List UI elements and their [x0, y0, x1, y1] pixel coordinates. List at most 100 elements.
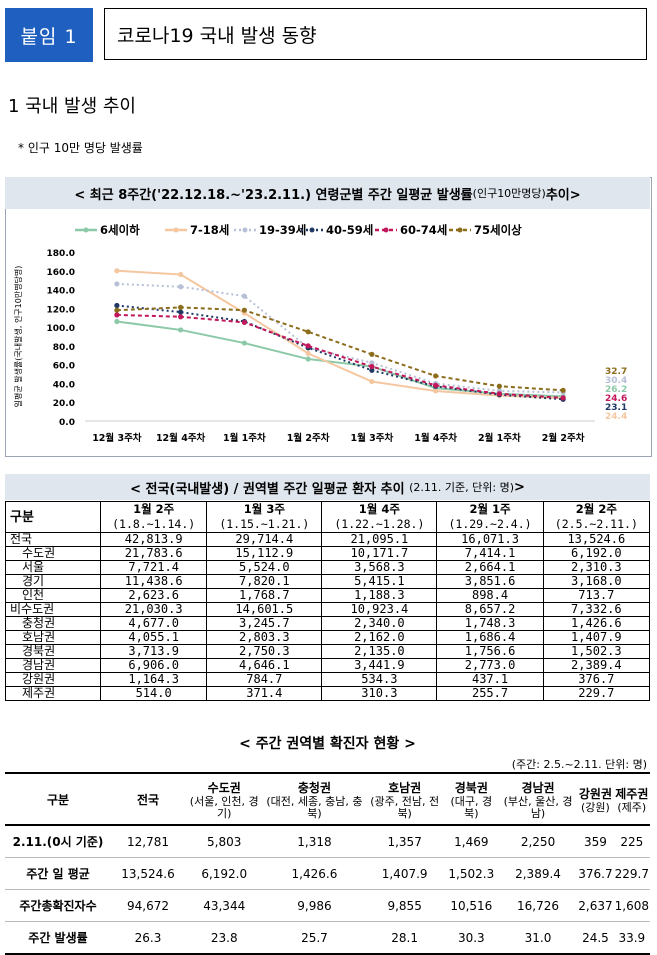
table2-unit: (주간: 2.5.~2.11. 단위: 명) [511, 758, 647, 771]
cell-value: 371.4 [206, 686, 323, 701]
cell-value: 1,748.3 [436, 616, 544, 631]
cell-value: 534.3 [321, 672, 438, 687]
cell-value: 10,516 [443, 889, 499, 922]
legend-marker [242, 227, 248, 233]
table1-title: < 전국(국내발생) / 권역별 주간 일평균 환자 추이 (2.11. 기준,… [5, 474, 650, 500]
week-label: 1월 2주 [133, 502, 175, 516]
data-point [369, 363, 375, 370]
cell-value: 3,168.0 [542, 574, 651, 589]
cell-value: 21,030.3 [99, 602, 208, 617]
table2-title: < 주간 권역별 확진자 현황 > [239, 736, 416, 752]
x-tick-label: 2월 2주차 [542, 432, 585, 444]
legend-label: 40-59세 [326, 223, 373, 237]
row-label: 주간 발생률 [5, 921, 111, 955]
cell-value: 9,855 [365, 889, 444, 922]
week-range: (1.29.~2.4.) [448, 517, 532, 531]
chart-title-main: < 최근 8주간('22.12.18.~'23.2.11.) 연령군별 주간 일… [74, 187, 473, 203]
col-sub: (서울, 인천, 경기) [189, 794, 259, 820]
x-tick-label: 1월 4주차 [414, 432, 457, 444]
cell-value: 898.4 [436, 588, 544, 603]
data-point [433, 382, 439, 388]
cell-value: 16,071.3 [436, 532, 544, 547]
table-row: 2.11.(0시 기준) 12,781 5,803 1,318 1,357 1,469 2,… [5, 824, 650, 858]
row-label: 전국 [5, 532, 101, 547]
data-point [114, 312, 120, 318]
cell-value: 229.7 [613, 857, 650, 890]
table2-col-5: 경남권 (부산, 울산, 경남) [498, 772, 578, 825]
data-point [305, 350, 311, 356]
data-point [178, 304, 184, 310]
data-point [241, 307, 247, 313]
cell-value: 2,664.1 [436, 560, 544, 575]
data-point [496, 383, 502, 389]
cell-value: 94,672 [111, 889, 185, 922]
table-row: 경기 11,438.6 7,820.1 5,415.1 3,851.6 3,168.0 [5, 574, 651, 589]
cell-value: 23.8 [185, 921, 264, 955]
row-label: 경남권 [5, 658, 101, 673]
cell-value: 1,407.9 [365, 857, 444, 890]
cell-value: 1,164.3 [99, 672, 208, 687]
x-tick-label: 12월 3주차 [92, 432, 142, 444]
week-range: (2.5.~2.11.) [554, 517, 638, 531]
col-sub: (부산, 울산, 경남) [503, 794, 573, 820]
table-row: 인천 2,623.6 1,768.7 1,188.3 898.4 713.7 [5, 588, 651, 603]
legend-label: 19-39세 [259, 223, 306, 237]
end-value-label: 30.4 [605, 376, 627, 386]
table2-col-7: 제주권 (제주) [613, 772, 650, 825]
cell-value: 4,055.1 [99, 630, 208, 645]
cell-value: 42,813.9 [99, 532, 208, 547]
cell-value: 1,686.4 [436, 630, 544, 645]
cell-value: 16,726 [498, 889, 578, 922]
week-label: 1월 4주 [358, 502, 400, 516]
cell-value: 33.9 [613, 921, 650, 955]
cell-value: 6,192.0 [542, 546, 651, 561]
table-row: 주간 일 평균 13,524.6 6,192.0 1,426.6 1,407.9 1,50… [5, 857, 650, 890]
table1-header-row: 구분 1월 2주 (1.8.~1.14.) 1월 3주 (1.15.~1.21.) … [5, 501, 651, 533]
data-point [241, 293, 247, 299]
chart-title-unit: (인구10만명당) [472, 187, 546, 200]
cell-value: 2,389.4 [542, 658, 651, 673]
cell-value: 5,524.0 [206, 560, 323, 575]
cell-value: 2,750.3 [206, 644, 323, 659]
cell-value: 15,112.9 [206, 546, 323, 561]
cell-value: 3,568.3 [321, 560, 438, 575]
table1-col-2: 1월 4주 (1.22.~1.28.) [321, 501, 438, 533]
table-row: 경남권 6,906.0 4,646.1 3,441.9 2,773.0 2,389.4 [5, 658, 651, 673]
table-row: 충청권 4,677.0 3,245.7 2,340.0 1,748.3 1,426.6 [5, 616, 651, 631]
col-sub: (대전, 세종, 충남, 충북) [266, 794, 363, 820]
cell-value: 9,986 [263, 889, 366, 922]
cell-value: 784.7 [206, 672, 323, 687]
table1-col-1: 1월 3주 (1.15.~1.21.) [206, 501, 323, 533]
cell-value: 1,426.6 [542, 616, 651, 631]
data-point [369, 360, 375, 366]
cell-value: 2,250 [498, 824, 578, 858]
legend-label: 75세이상 [474, 223, 522, 237]
data-point [114, 268, 120, 274]
table1-col-0: 1월 2주 (1.8.~1.14.) [99, 501, 208, 533]
cell-value: 21,783.6 [99, 546, 208, 561]
cell-value: 229.7 [542, 686, 651, 701]
row-label: 비수도권 [5, 602, 101, 617]
cell-value: 1,426.6 [263, 857, 366, 890]
page-title: 코로나19 국내 발생 동향 [104, 8, 647, 60]
y-tick-label: 140.0 [47, 287, 75, 297]
table-row: 서울 7,721.4 5,524.0 3,568.3 2,664.1 2,310.3 [5, 560, 651, 575]
cell-value: 376.7 [577, 857, 614, 890]
x-tick-label: 12월 4주차 [156, 432, 206, 444]
cell-value: 28.1 [365, 921, 444, 955]
cell-value: 30.3 [443, 921, 499, 955]
cell-value: 13,524.6 [111, 857, 185, 890]
legend-label: 60-74세 [400, 223, 447, 237]
cell-value: 1,608 [613, 889, 650, 922]
table2-col-6: 강원권 (강원) [577, 772, 614, 825]
cell-value: 7,820.1 [206, 574, 323, 589]
cell-value: 514.0 [99, 686, 208, 701]
end-value-label: 24.6 [605, 394, 627, 404]
table1-col-4: 2월 2주 (2.5.~2.11.) [542, 501, 651, 533]
cell-value: 11,438.6 [99, 574, 208, 589]
data-point [178, 314, 184, 320]
y-tick-label: 100.0 [47, 324, 75, 334]
table2-col-3: 호남권 (광주, 전남, 전북) [365, 772, 444, 825]
cell-value: 225 [613, 824, 650, 858]
y-tick-label: 160.0 [47, 268, 75, 278]
